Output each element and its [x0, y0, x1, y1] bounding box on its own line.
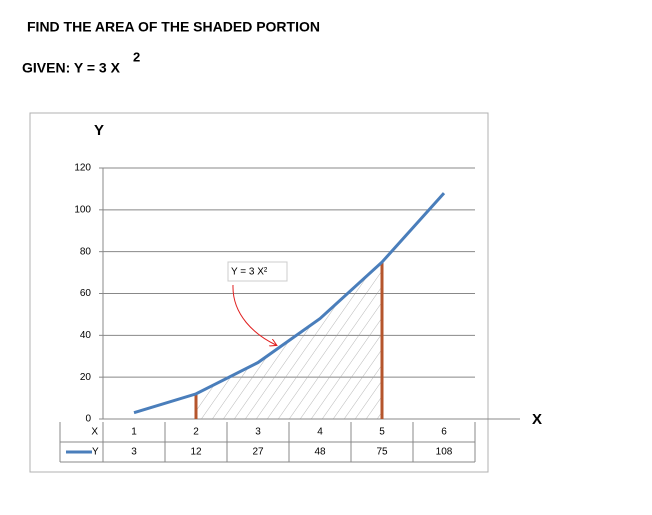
- y-tick-label: 60: [80, 288, 92, 299]
- table-value: 27: [252, 447, 264, 458]
- x-tick-label: 1: [131, 427, 137, 438]
- table-value: 12: [190, 447, 202, 458]
- x-tick-label: 4: [317, 427, 323, 438]
- x-tick-label: 2: [193, 427, 199, 438]
- table-value: 3: [131, 447, 137, 458]
- y-tick-label: 0: [85, 414, 91, 425]
- annotation-arrow: [232, 284, 276, 345]
- given: GIVEN: Y = 3 X: [22, 60, 121, 76]
- x-tick-label: 5: [379, 427, 385, 438]
- chart-frame: [29, 112, 489, 473]
- heading: FIND THE AREA OF THE SHADED PORTION: [27, 19, 320, 35]
- annotation: Y = 3 X²: [231, 267, 268, 278]
- x-axis-label: X: [532, 411, 542, 428]
- y-tick-label: 100: [74, 204, 91, 215]
- table-value: 75: [376, 447, 388, 458]
- y-tick-label: 120: [74, 163, 91, 174]
- given-exponent: 2: [133, 49, 140, 64]
- y-axis-label: Y: [94, 122, 104, 139]
- annotation-box: [227, 261, 288, 282]
- y-tick-label: 20: [80, 372, 92, 383]
- series-line: [133, 192, 446, 415]
- x-tick-label: 6: [441, 427, 447, 438]
- table-row-header: X: [91, 427, 98, 438]
- y-tick-label: 80: [80, 246, 92, 257]
- legend-label: Y: [92, 447, 99, 458]
- table-value: 48: [314, 447, 326, 458]
- y-tick-label: 40: [80, 330, 92, 341]
- table-value: 108: [436, 447, 453, 458]
- x-tick-label: 3: [255, 427, 261, 438]
